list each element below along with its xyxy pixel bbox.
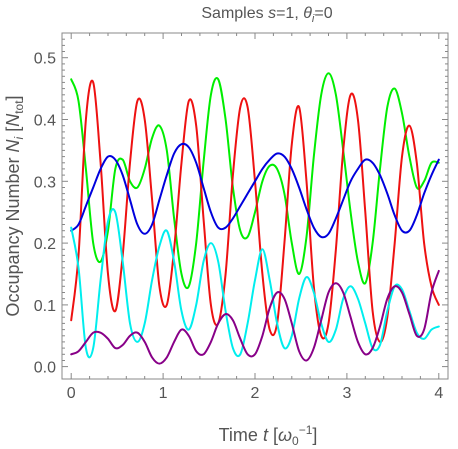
x-axis-label: Time t [ω0−1]	[219, 423, 318, 448]
series-line-1	[70, 72, 440, 290]
x-tick-label: 3	[342, 385, 351, 402]
y-tick-label: 0.0	[34, 360, 56, 377]
y-tick-label: 0.2	[34, 236, 56, 253]
y-axis-label: Occupancy Number Ni [Ntot]	[3, 95, 26, 316]
y-tick-label: 0.3	[34, 174, 56, 191]
x-tick-label: 0	[67, 385, 76, 402]
y-tick-label: 0.5	[34, 51, 56, 68]
chart-title: Samples s=1, θi=0	[201, 5, 332, 25]
series-group	[70, 72, 440, 365]
ticks-group: 0 1 2 3 4 0.0 0.1 0.2 0.3 0.4 0.5	[34, 32, 448, 402]
y-tick-label: 0.4	[34, 113, 56, 130]
series-line-5	[70, 269, 440, 365]
x-tick-label: 1	[159, 385, 168, 402]
series-line-2	[70, 79, 440, 343]
x-tick-label: 2	[251, 385, 260, 402]
series-line-3	[70, 142, 440, 239]
plot-frame	[61, 32, 449, 380]
series-line-4	[70, 208, 440, 359]
x-tick-label: 4	[434, 385, 443, 402]
y-tick-label: 0.1	[34, 298, 56, 315]
